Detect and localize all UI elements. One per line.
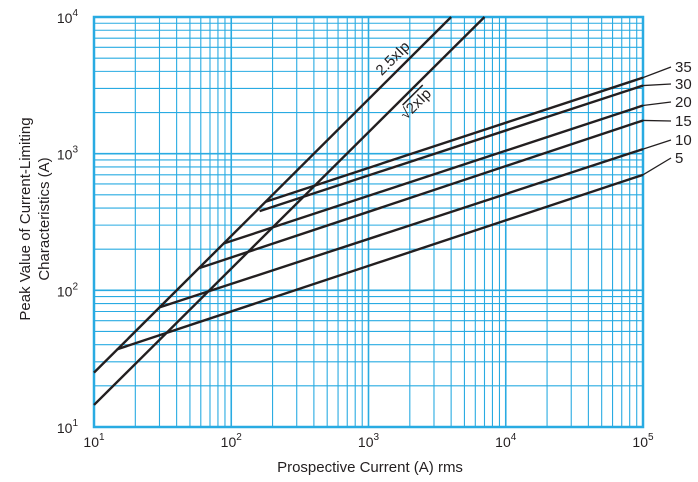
- grid: [93, 17, 643, 428]
- series-leader-20: [642, 101, 672, 107]
- reference-line-2-5xip: [93, 16, 452, 374]
- y-tick-label: 102: [57, 281, 79, 299]
- tick-labels: 101 102 103 104 105 101 102 103 104: [57, 8, 654, 450]
- series-leader-30: [642, 83, 672, 87]
- x-tick-label: 105: [632, 432, 654, 450]
- series-lines: [93, 16, 672, 406]
- series-leader-15: [642, 119, 672, 122]
- reference-label-text: √2xIp: [397, 85, 435, 123]
- y-axis-label: Peak Value of Current-Limiting Character…: [17, 117, 53, 320]
- series-line-10: [159, 147, 644, 309]
- x-tick-label: 103: [358, 432, 380, 450]
- reference-line-sqrt2xip: [93, 16, 486, 406]
- series-label-5: 5: [675, 150, 683, 167]
- series-line-5: [116, 173, 644, 351]
- reference-label-sqrt2xip: √2xIp: [397, 85, 435, 123]
- y-axis-label-line-2: Characteristics (A): [36, 157, 53, 280]
- series-line-30: [259, 84, 644, 213]
- x-tick-label: 101: [83, 432, 105, 450]
- y-axis-label-line-1: Peak Value of Current-Limiting: [17, 117, 34, 320]
- y-tick-label: 101: [57, 418, 79, 436]
- y-tick-label: 104: [57, 8, 79, 26]
- series-label-10: 10: [675, 132, 692, 149]
- series-leader-5: [642, 157, 672, 176]
- series-line-35: [265, 76, 644, 203]
- series-label-20: 20: [675, 94, 692, 111]
- series-label-15: 15: [675, 113, 692, 130]
- x-tick-label: 104: [495, 432, 517, 450]
- series-label-35: 35: [675, 59, 692, 76]
- series-line-15: [198, 119, 644, 270]
- series-leader-35: [642, 66, 672, 79]
- y-tick-label: 103: [57, 145, 79, 163]
- series-leader-10: [642, 139, 672, 150]
- series-label-30: 30: [675, 76, 692, 93]
- series-line-20: [223, 104, 644, 245]
- x-axis-label: Prospective Current (A) rms: [277, 459, 463, 476]
- x-tick-label: 102: [221, 432, 243, 450]
- plot-frame: [92, 15, 645, 429]
